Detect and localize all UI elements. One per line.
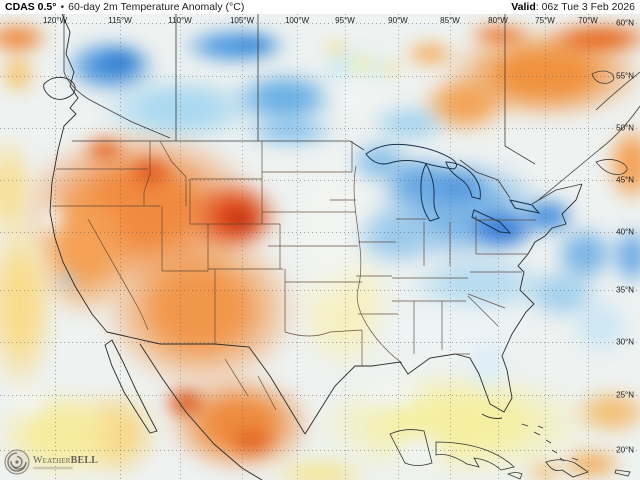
- graticule-parallel: [0, 395, 640, 396]
- anomaly-map: 120°W 115°W 110°W 105°W 100°W 95°W 90°W 85°W 80°…: [0, 14, 640, 480]
- graticule-meridian: [180, 14, 181, 480]
- anomaly-blob: [320, 38, 350, 58]
- longitude-label: 115°W: [108, 16, 132, 25]
- coordinate-labels: 120°W 115°W 110°W 105°W 100°W 95°W 90°W 85°W 80°…: [0, 14, 640, 480]
- graticule-parallel: [0, 342, 640, 343]
- graticule-meridian: [398, 14, 399, 480]
- anomaly-blob: [0, 375, 61, 429]
- graticule-meridian: [545, 14, 546, 480]
- latitude-label: 35°N: [616, 285, 634, 295]
- longitude-label: 110°W: [168, 16, 192, 25]
- latitude-label: 55°N: [616, 71, 634, 81]
- temperature-anomaly-field: [0, 14, 640, 480]
- state-borders: [52, 140, 536, 411]
- graticule-meridian: [450, 14, 451, 480]
- graticule-meridian: [498, 14, 499, 480]
- anomaly-blob: [339, 49, 385, 79]
- longitude-label: 80°W: [488, 16, 508, 25]
- graticule-meridian: [345, 14, 346, 480]
- anomaly-blob: [336, 362, 444, 422]
- model-name: CDAS 0.5°: [5, 1, 57, 13]
- caribbean-islands: [389, 423, 631, 480]
- latitude-label: 40°N: [616, 227, 634, 237]
- longitude-label: 75°W: [535, 16, 555, 25]
- anomaly-blob: [155, 379, 215, 425]
- longitude-label: 120°W: [42, 16, 68, 25]
- anomaly-blob: [558, 379, 640, 445]
- graticule-parallel: [0, 232, 640, 233]
- border-canada: [63, 14, 640, 205]
- longitude-label: 95°W: [335, 16, 355, 25]
- longitude-label: 70°W: [578, 16, 598, 25]
- latitude-label: 60°N: [616, 18, 634, 28]
- anomaly-blob: [453, 202, 551, 258]
- anomaly-blob: [454, 20, 546, 48]
- anomaly-blob: [33, 192, 71, 246]
- latitude-label: 50°N: [616, 123, 634, 133]
- logo-tagline: [33, 466, 73, 469]
- parameter-title: 60-day 2m Temperature Anomaly (°C): [68, 1, 245, 13]
- graticule-parallel: [0, 180, 640, 181]
- logo-wordmark: WeatherBELL: [33, 454, 99, 469]
- title-separator: •: [60, 1, 65, 13]
- latitude-label: 25°N: [616, 390, 634, 400]
- latitude-label: 45°N: [616, 175, 634, 185]
- graticule-meridian: [55, 14, 56, 480]
- graticule-meridian: [588, 14, 589, 480]
- longitude-label: 90°W: [388, 16, 408, 25]
- coastline-west: [43, 14, 263, 480]
- coastline-east: [106, 183, 583, 435]
- map-title: CDAS 0.5° • 60-day 2m Temperature Anomaly …: [5, 1, 244, 13]
- graticule-parallel: [0, 23, 640, 24]
- longitude-label: 85°W: [440, 16, 460, 25]
- valid-value: : 06z Tue 3 Feb 2026: [535, 1, 635, 13]
- weatherbell-logo: WeatherBELL: [4, 449, 98, 475]
- anomaly-blob: [455, 321, 521, 407]
- latitude-label: 20°N: [616, 445, 634, 455]
- valid-label: Valid: [511, 1, 536, 13]
- valid-time: Valid: 06z Tue 3 Feb 2026: [511, 1, 635, 13]
- latitude-label: 30°N: [616, 337, 634, 347]
- longitude-label: 100°W: [284, 16, 310, 25]
- anomaly-blob: [218, 421, 286, 463]
- great-lakes: [365, 143, 541, 234]
- anomaly-blob: [75, 132, 135, 166]
- graticule-parallel: [0, 290, 640, 291]
- anomaly-blob: [227, 31, 283, 57]
- logo-text-weather: Weather: [33, 454, 71, 466]
- anomaly-blob: [394, 34, 466, 74]
- graticule-meridian: [242, 14, 243, 480]
- logo-text-bell: BELL: [70, 454, 99, 466]
- graticule-parallel: [0, 128, 640, 129]
- graticule-meridian: [120, 14, 121, 480]
- graticule: [0, 14, 640, 480]
- title-bar: CDAS 0.5° • 60-day 2m Temperature Anomaly …: [0, 0, 640, 14]
- geography-borders: [43, 14, 640, 480]
- graticule-meridian: [297, 14, 298, 480]
- graticule-parallel: [0, 450, 640, 451]
- hurricane-spiral-icon: [4, 449, 30, 475]
- longitude-label: 105°W: [229, 16, 255, 25]
- anomaly-blob: [0, 44, 44, 104]
- graticule-parallel: [0, 76, 640, 77]
